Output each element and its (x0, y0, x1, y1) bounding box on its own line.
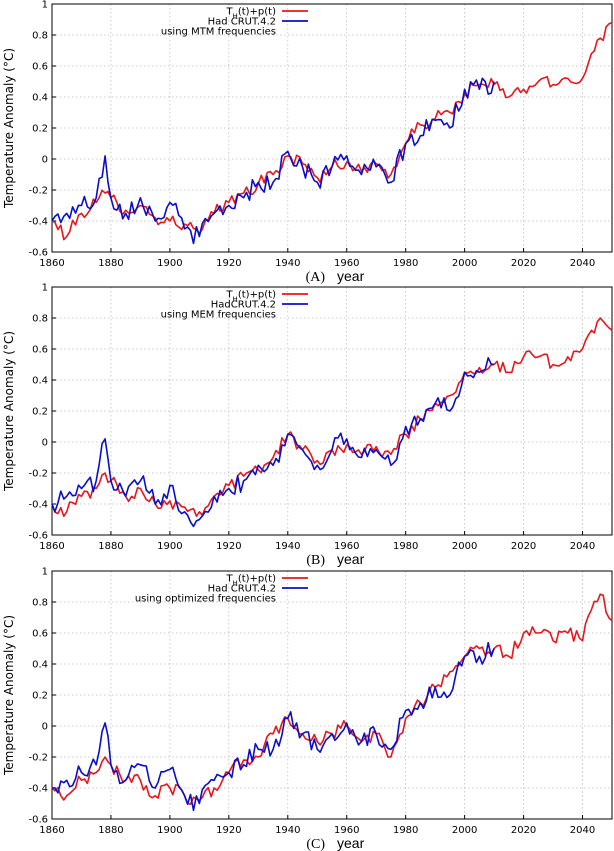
legend-label: Had CRUT.4.2 (208, 17, 276, 28)
y-tick-label: -0.6 (28, 815, 48, 826)
x-tick-label: 2020 (511, 541, 536, 552)
x-axis-label: year (337, 551, 365, 567)
legend-label: Had CRUT.4.2 (208, 584, 276, 595)
x-tick-label: 1940 (275, 541, 300, 552)
legend-note: using MTM frequencies (161, 27, 276, 38)
y-tick-label: -0.4 (28, 217, 48, 228)
series-line-model (51, 317, 613, 517)
y-tick-label: 0 (42, 155, 48, 166)
y-tick-label: 0.2 (32, 691, 48, 702)
series-line-model (51, 593, 613, 805)
x-tick-label: 1880 (98, 258, 123, 269)
x-tick-label: 2000 (452, 541, 477, 552)
x-tick-label: 1860 (39, 541, 64, 552)
legend-label: TH(t)+p(t) (225, 7, 276, 21)
y-tick-label: -0.6 (28, 531, 48, 542)
x-tick-label: 1980 (393, 825, 418, 836)
legend-label: HadCRUT.4.2 (211, 300, 276, 311)
x-axis-label: year (337, 835, 365, 851)
y-tick-label: 0.6 (32, 62, 48, 73)
y-tick-label: 0.8 (32, 31, 48, 42)
x-tick-label: 1940 (275, 825, 300, 836)
y-axis-label: Temperature Anomaly (°C) (2, 48, 16, 209)
x-tick-label: 1980 (393, 541, 418, 552)
x-tick-label: 2020 (511, 825, 536, 836)
y-tick-label: -0.6 (28, 248, 48, 259)
y-tick-label: 1 (42, 0, 48, 11)
x-tick-label: 2040 (570, 541, 595, 552)
y-axis-label: Temperature Anomaly (°C) (2, 615, 16, 776)
panel-label: (C) (306, 837, 325, 851)
x-tick-label: 2000 (452, 825, 477, 836)
x-tick-label: 1860 (39, 258, 64, 269)
x-tick-label: 2040 (570, 825, 595, 836)
y-tick-label: 0.6 (32, 629, 48, 640)
chart-panel-c: -0.6 -0.4 -0.2 0 0.2 0.4 0.6 0.8 1 1860 1880 1900 19… (0, 567, 614, 851)
y-tick-label: 0 (42, 722, 48, 733)
y-tick-label: 1 (42, 567, 48, 578)
y-tick-label: 0.2 (32, 407, 48, 418)
x-tick-label: 1900 (157, 825, 182, 836)
x-tick-label: 1960 (334, 258, 359, 269)
chart-panel-a: -0.6 -0.4 -0.2 0 0.2 0.4 0.6 0.8 1 1860 1880 1900 19… (0, 0, 614, 284)
x-tick-label: 1880 (98, 825, 123, 836)
y-tick-label: -0.2 (28, 469, 48, 480)
plot-frame (51, 3, 613, 253)
x-axis-label: year (337, 268, 365, 284)
y-tick-label: 1 (42, 283, 48, 294)
series-line-hadcrut (51, 77, 495, 245)
x-tick-label: 1880 (98, 541, 123, 552)
y-tick-label: -0.4 (28, 784, 48, 795)
series-line-hadcrut (51, 641, 495, 812)
chart-svg: -0.6 -0.4 -0.2 0 0.2 0.4 0.6 0.8 1 1860 1880 1900 19… (2, 0, 613, 284)
chart-svg: -0.6 -0.4 -0.2 0 0.2 0.4 0.6 0.8 1 1860 1880 1900 19… (2, 567, 613, 851)
x-tick-label: 1920 (216, 258, 241, 269)
y-tick-label: 0.6 (32, 345, 48, 356)
plot-frame (51, 286, 613, 536)
legend-label: TH(t)+p(t) (225, 574, 276, 588)
legend-note: using optimized frequencies (135, 594, 276, 605)
plot-frame (51, 570, 613, 820)
series-line-hadcrut (51, 357, 495, 528)
x-tick-label: 2020 (511, 258, 536, 269)
y-tick-label: 0 (42, 438, 48, 449)
legend-note: using MEM frequencies (161, 310, 276, 321)
y-tick-label: -0.2 (28, 186, 48, 197)
x-tick-label: 1960 (334, 541, 359, 552)
x-tick-label: 1980 (393, 258, 418, 269)
y-tick-label: 0.8 (32, 314, 48, 325)
y-tick-label: -0.2 (28, 753, 48, 764)
x-tick-label: 1900 (157, 258, 182, 269)
x-tick-label: 1860 (39, 825, 64, 836)
x-tick-label: 1920 (216, 541, 241, 552)
y-tick-label: 0.4 (32, 376, 48, 387)
x-tick-label: 1960 (334, 825, 359, 836)
chart-svg: -0.6 -0.4 -0.2 0 0.2 0.4 0.6 0.8 1 1860 1880 1900 19… (2, 283, 613, 567)
y-tick-label: 0.4 (32, 93, 48, 104)
x-tick-label: 2040 (570, 258, 595, 269)
panel-label: (B) (306, 553, 325, 567)
y-tick-label: -0.4 (28, 500, 48, 511)
y-tick-label: 0.4 (32, 660, 48, 671)
x-tick-label: 1940 (275, 258, 300, 269)
y-tick-label: 0.2 (32, 124, 48, 135)
x-tick-label: 2000 (452, 258, 477, 269)
x-tick-label: 1920 (216, 825, 241, 836)
legend-label: TH(t)+p(t) (225, 290, 276, 304)
panel-label: (A) (306, 270, 326, 284)
y-tick-label: 0.8 (32, 598, 48, 609)
chart-panel-b: -0.6 -0.4 -0.2 0 0.2 0.4 0.6 0.8 1 1860 1880 1900 19… (0, 283, 614, 567)
series-line-model (51, 21, 613, 241)
y-axis-label: Temperature Anomaly (°C) (2, 331, 16, 492)
x-tick-label: 1900 (157, 541, 182, 552)
